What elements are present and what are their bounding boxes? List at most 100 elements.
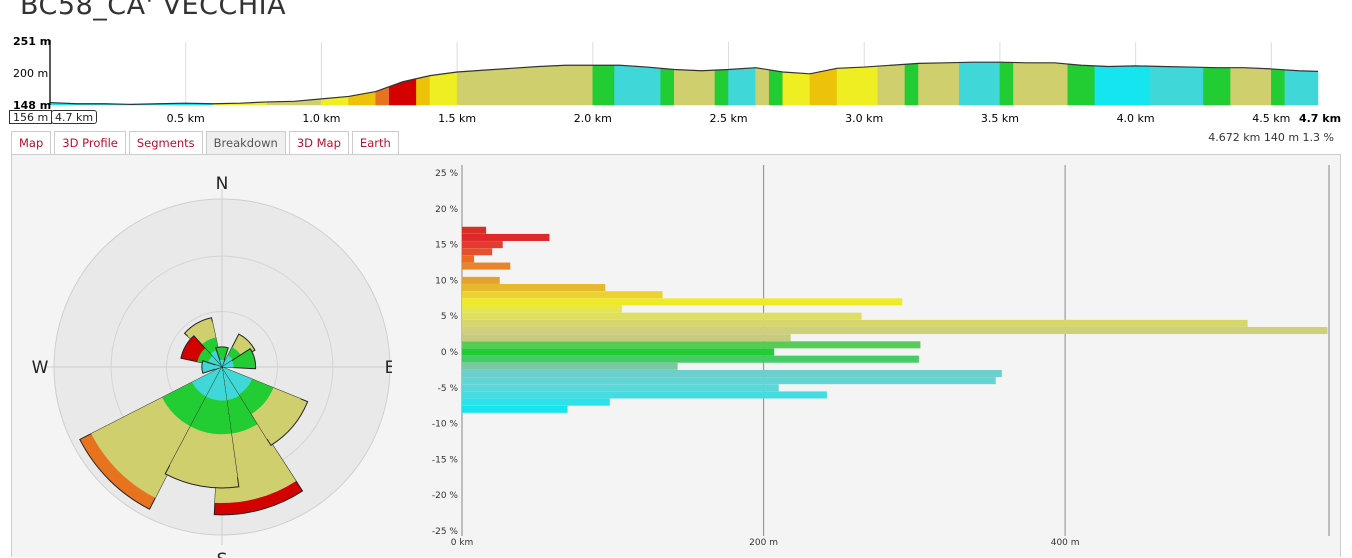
histogram-y-tick: 25 % bbox=[435, 169, 458, 179]
histogram-y-tick: -15 % bbox=[432, 455, 459, 465]
rose-sector bbox=[215, 346, 229, 369]
histogram-bar bbox=[462, 298, 903, 306]
histogram-y-tick: 20 % bbox=[435, 205, 458, 215]
breakdown-panel: N S W E 25 % 20 % 15 % 10 % 5 % 0 % -5 % -10 % -15 … bbox=[11, 154, 1341, 558]
direction-rose-chart: N S W E bbox=[32, 174, 392, 558]
profile-grade-segment bbox=[1148, 65, 1204, 106]
histogram-bar bbox=[462, 384, 779, 392]
profile-grade-segment bbox=[1013, 62, 1069, 106]
profile-grade-segment bbox=[918, 62, 960, 106]
grade-histogram-chart: 25 % 20 % 15 % 10 % 5 % 0 % -5 % -10 % -15 % -20 … bbox=[432, 165, 1330, 548]
distance-tick-label: 3.0 km bbox=[845, 112, 883, 125]
histogram-y-tick: 5 % bbox=[441, 312, 459, 322]
histogram-bar bbox=[462, 319, 1248, 327]
profile-grade-segment bbox=[809, 67, 838, 106]
tab-3d-profile[interactable]: 3D Profile bbox=[54, 131, 126, 154]
elev-min-label: 148 m bbox=[13, 99, 51, 112]
histogram-bar bbox=[462, 305, 622, 313]
rose-sector-band bbox=[222, 355, 234, 367]
profile-grade-segment bbox=[416, 75, 431, 106]
histogram-bar bbox=[462, 276, 500, 284]
profile-grade-segment bbox=[1203, 67, 1231, 106]
profile-grade-segment bbox=[999, 61, 1014, 106]
profile-grade-segment bbox=[614, 64, 661, 106]
current-elevation-label: 156 m bbox=[9, 110, 53, 124]
profile-grade-segment bbox=[1094, 65, 1150, 106]
profile-grade-segment bbox=[1271, 68, 1286, 106]
distance-tick-label: 2.0 km bbox=[574, 112, 612, 125]
profile-grade-segment bbox=[877, 64, 906, 106]
profile-grade-segment bbox=[1230, 67, 1272, 106]
distance-end-label: 4.7 km bbox=[1299, 112, 1341, 125]
view-tabs: Map 3D Profile Segments Breakdown 3D Map… bbox=[11, 131, 402, 154]
histogram-bar bbox=[462, 326, 1328, 335]
histogram-bar bbox=[462, 284, 606, 292]
tab-map[interactable]: Map bbox=[11, 131, 52, 154]
histogram-bar bbox=[462, 291, 663, 299]
distance-tick-label: 2.5 km bbox=[709, 112, 747, 125]
distance-tick-label: 1.5 km bbox=[438, 112, 476, 125]
histogram-y-tick: 0 % bbox=[441, 348, 459, 358]
histogram-y-tick: 10 % bbox=[435, 276, 458, 286]
tab-earth[interactable]: Earth bbox=[351, 131, 399, 154]
profile-grade-segment bbox=[456, 64, 594, 106]
profile-grade-segment bbox=[1067, 63, 1096, 106]
profile-grade-segment bbox=[714, 69, 729, 106]
histogram-y-tick: -10 % bbox=[432, 420, 459, 430]
total-distance-label: 4.7 km bbox=[51, 110, 98, 124]
histogram-bar bbox=[462, 405, 568, 413]
histogram-bar bbox=[462, 334, 791, 342]
profile-grade-segment bbox=[904, 63, 919, 106]
profile-grade-segment bbox=[660, 68, 675, 106]
histogram-bar bbox=[462, 348, 775, 356]
profile-grade-segment bbox=[836, 65, 879, 106]
histogram-bar bbox=[462, 262, 511, 270]
distance-tick-label: 0.5 km bbox=[167, 112, 205, 125]
histogram-bar bbox=[462, 226, 487, 234]
histogram-bar bbox=[462, 398, 610, 406]
histogram-y-tick: -20 % bbox=[432, 491, 459, 501]
rose-sector bbox=[201, 360, 224, 374]
rose-sector-band bbox=[222, 360, 234, 368]
profile-outline bbox=[49, 61, 1319, 105]
histogram-bar bbox=[462, 341, 921, 349]
histogram-bar bbox=[462, 248, 493, 256]
distance-tick-label: 1.0 km bbox=[302, 112, 340, 125]
compass-west-label: W bbox=[32, 358, 49, 378]
histogram-bar bbox=[462, 241, 503, 249]
rose-sector-band bbox=[222, 367, 252, 395]
histogram-y-tick: -25 % bbox=[432, 527, 459, 537]
rose-sector-band bbox=[219, 359, 225, 367]
histogram-bar bbox=[462, 233, 550, 241]
histogram-x-tick: 200 m bbox=[749, 538, 778, 548]
profile-grade-segment bbox=[728, 67, 756, 106]
profile-grade-segment bbox=[755, 67, 770, 106]
tab-breakdown[interactable]: Breakdown bbox=[205, 131, 286, 154]
compass-east-label: E bbox=[385, 358, 392, 378]
histogram-x-tick: 400 m bbox=[1051, 538, 1080, 548]
elev-max-label: 251 m bbox=[13, 35, 51, 48]
compass-south-label: S bbox=[217, 550, 228, 558]
histogram-bar bbox=[462, 255, 475, 263]
distance-tick-label: 3.5 km bbox=[981, 112, 1019, 125]
distance-tick-label: 4.0 km bbox=[1117, 112, 1155, 125]
profile-grade-segment bbox=[429, 71, 458, 106]
profile-grade-segment bbox=[958, 61, 1001, 106]
profile-grade-segment bbox=[782, 71, 811, 106]
elev-mid-label: 200 m bbox=[13, 67, 48, 80]
distance-tick-label: 4.5 km bbox=[1252, 112, 1290, 125]
profile-grade-segment bbox=[768, 69, 784, 106]
compass-north-label: N bbox=[216, 174, 229, 194]
tab-segments[interactable]: Segments bbox=[128, 131, 203, 154]
profile-grade-segment bbox=[389, 78, 417, 106]
histogram-y-tick: -5 % bbox=[438, 384, 459, 394]
histogram-bar bbox=[462, 312, 862, 320]
elevation-profile-chart[interactable]: 251 m 200 m 148 m 0.5 km 1.0 km 1.5 km 2.0 km 2… bbox=[0, 32, 1352, 127]
elevation-profile[interactable]: 251 m 200 m 148 m 0.5 km 1.0 km 1.5 km 2.0 km 2… bbox=[0, 32, 1352, 127]
page-title: BC58_CA' VECCHIA bbox=[20, 0, 287, 21]
tab-3d-map[interactable]: 3D Map bbox=[288, 131, 349, 154]
histogram-bar bbox=[462, 377, 996, 385]
histogram-bar bbox=[462, 369, 1002, 378]
track-stats: 4.672 km 140 m 1.3 % bbox=[1208, 131, 1334, 144]
profile-grade-segment bbox=[673, 69, 716, 106]
